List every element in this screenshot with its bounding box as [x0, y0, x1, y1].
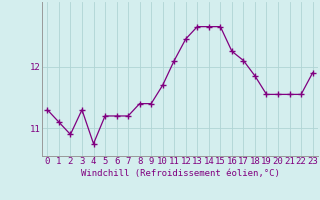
X-axis label: Windchill (Refroidissement éolien,°C): Windchill (Refroidissement éolien,°C): [81, 169, 279, 178]
